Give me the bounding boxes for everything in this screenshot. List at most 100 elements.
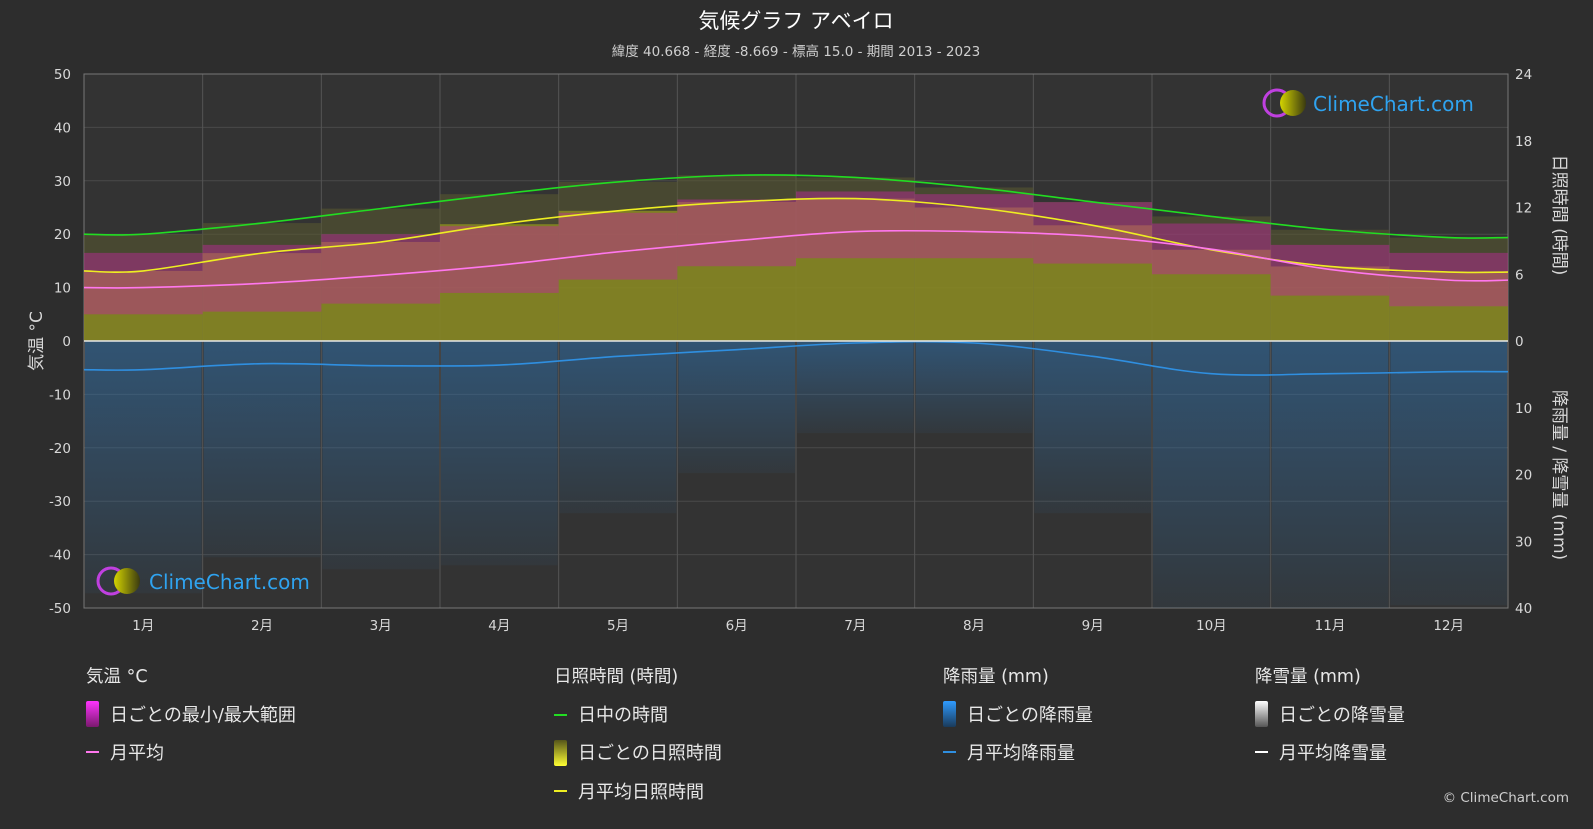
x-tick-label: 11月 <box>1315 618 1346 634</box>
temp-range-bar <box>796 191 915 259</box>
sunshine-daily-bar <box>321 241 440 341</box>
x-tick-label: 4月 <box>488 618 510 634</box>
temp-avg-line <box>83 229 1509 289</box>
sunshine-daily-bar <box>1389 272 1508 341</box>
temp-range-bar <box>202 244 322 312</box>
left-tick-label: 20 <box>54 227 71 243</box>
logo-bottom[interactable]: ClimeChart.com <box>96 566 310 596</box>
x-tick-label: 5月 <box>607 618 629 634</box>
left-axis-title: 気温 °C <box>27 311 47 371</box>
left-tick-label: 0 <box>62 334 71 350</box>
logo-text: ClimeChart.com <box>1313 92 1474 116</box>
rain-daily-bar <box>1271 341 1389 608</box>
x-tick-label: 8月 <box>963 618 985 634</box>
sunshine-daily-bar <box>202 253 322 341</box>
rain-daily-bar <box>678 341 795 474</box>
legend-heading-rain: 降雨量 (mm) <box>943 667 1049 687</box>
legend-swatch-temp-range <box>86 701 99 727</box>
right-bottom-axis-title: 降雨量 / 降雪量 (mm) <box>1549 390 1569 560</box>
legend-label-sunshine-daily: 日ごとの日照時間 <box>578 743 722 764</box>
legend-temperature: 気温 °C 日ごとの最小/最大範囲 月平均 <box>86 667 296 764</box>
rain-daily-bar <box>1390 341 1507 606</box>
legend-label-rain-daily: 日ごとの降雨量 <box>967 705 1093 726</box>
rain-daily-bar <box>915 341 1033 434</box>
legend: 気温 °C 日ごとの最小/最大範囲 月平均 日照時間 (時間) 日中の時間 日ご… <box>86 667 1405 803</box>
legend-label-snow-daily: 日ごとの降雪量 <box>1279 705 1405 726</box>
temp-range-bar <box>440 226 559 293</box>
rain-daily-bar <box>1034 341 1151 514</box>
x-tick-label: 2月 <box>251 618 273 634</box>
temp-range-bar <box>1033 202 1152 264</box>
temp-range-bar <box>321 234 440 304</box>
legend-heading-snow: 降雪量 (mm) <box>1255 667 1361 687</box>
sunshine-daily-bar <box>1033 225 1152 341</box>
temp-range-bar <box>677 199 796 267</box>
x-tick-label: 10月 <box>1196 618 1227 634</box>
right-top-tick-label: 6 <box>1515 267 1524 283</box>
sunshine-daily-bar <box>914 207 1034 341</box>
right-top-tick-label: 24 <box>1515 67 1532 83</box>
chart-subtitle: 緯度 40.668 - 経度 -8.669 - 標高 15.0 - 期間 201… <box>612 43 981 60</box>
sunshine-avg-line <box>83 197 1509 274</box>
logo-text: ClimeChart.com <box>149 570 310 594</box>
rain-daily-bar <box>85 341 202 594</box>
right-bottom-tick-label: 40 <box>1515 601 1532 617</box>
rain-daily-bar <box>559 341 677 514</box>
legend-rain: 降雨量 (mm) 日ごとの降雨量 月平均降雨量 <box>943 667 1093 764</box>
right-top-tick-label: 0 <box>1515 334 1524 350</box>
x-tick-label: 6月 <box>726 618 748 634</box>
right-top-tick-label: 18 <box>1515 134 1532 150</box>
legend-snow: 降雪量 (mm) 日ごとの降雪量 月平均降雪量 <box>1255 667 1405 764</box>
legend-label-daylight: 日中の時間 <box>578 705 668 726</box>
right-bottom-tick-label: 10 <box>1515 401 1532 417</box>
left-axis-ticks: 50 40 30 20 10 0 -10 -20 -30 -40 -50 <box>49 67 71 617</box>
legend-heading-sunshine: 日照時間 (時間) <box>554 667 678 687</box>
right-top-tick-label: 12 <box>1515 201 1532 217</box>
temp-range-bar <box>914 194 1034 259</box>
legend-label-sunshine-avg: 月平均日照時間 <box>578 782 704 803</box>
x-axis-ticks: 1月 2月 3月 4月 5月 6月 7月 8月 9月 10月 11月 12月 <box>132 618 1464 634</box>
left-tick-label: -30 <box>49 494 71 510</box>
left-tick-label: 30 <box>54 174 71 190</box>
right-bottom-tick-label: 30 <box>1515 534 1532 550</box>
rain-daily-bar <box>322 341 439 570</box>
logo-sun-icon <box>114 568 140 594</box>
daylight-line <box>83 174 1509 239</box>
left-tick-label: -50 <box>49 601 71 617</box>
lines-layer <box>83 174 1509 376</box>
legend-heading-temperature: 気温 °C <box>86 667 148 687</box>
copyright: © ClimeChart.com <box>1443 790 1569 806</box>
legend-label-snow-avg: 月平均降雪量 <box>1279 743 1387 764</box>
legend-label-rain-avg: 月平均降雨量 <box>967 743 1075 764</box>
left-tick-label: -20 <box>49 441 71 457</box>
right-axis-ticks: 24 18 12 6 0 10 20 30 40 <box>1515 67 1532 617</box>
legend-swatch-sunshine-daily <box>554 740 567 766</box>
left-tick-label: 50 <box>54 67 71 83</box>
sunshine-daily-bar <box>440 224 559 341</box>
sunshine-daily-bar <box>84 270 203 341</box>
left-tick-label: 40 <box>54 120 71 136</box>
chart-title: 気候グラフ アベイロ <box>698 9 893 33</box>
logo-top[interactable]: ClimeChart.com <box>1262 88 1474 118</box>
legend-swatch-snow-daily <box>1255 701 1268 727</box>
left-tick-label: 10 <box>54 281 71 297</box>
left-tick-label: -40 <box>49 548 71 564</box>
legend-label-temp-range: 日ごとの最小/最大範囲 <box>110 705 296 726</box>
sunshine-layer <box>84 175 1508 341</box>
sunshine-daily-bar <box>677 201 796 341</box>
x-tick-label: 9月 <box>1082 618 1104 634</box>
rain-layer <box>85 341 1507 608</box>
right-top-axis-title: 日照時間 (時間) <box>1549 155 1569 276</box>
temp-range-bar <box>84 252 203 315</box>
sunshine-daily-bar <box>796 198 915 341</box>
logo-sun-icon <box>1280 90 1306 116</box>
legend-swatch-rain-daily <box>943 701 956 727</box>
left-tick-label: -10 <box>49 387 71 403</box>
rain-avg-line <box>83 340 1509 376</box>
right-bottom-tick-label: 20 <box>1515 468 1532 484</box>
temp-range-bar <box>558 212 678 280</box>
rain-daily-bar <box>441 341 558 566</box>
sunshine-daily-bar <box>1152 249 1271 341</box>
